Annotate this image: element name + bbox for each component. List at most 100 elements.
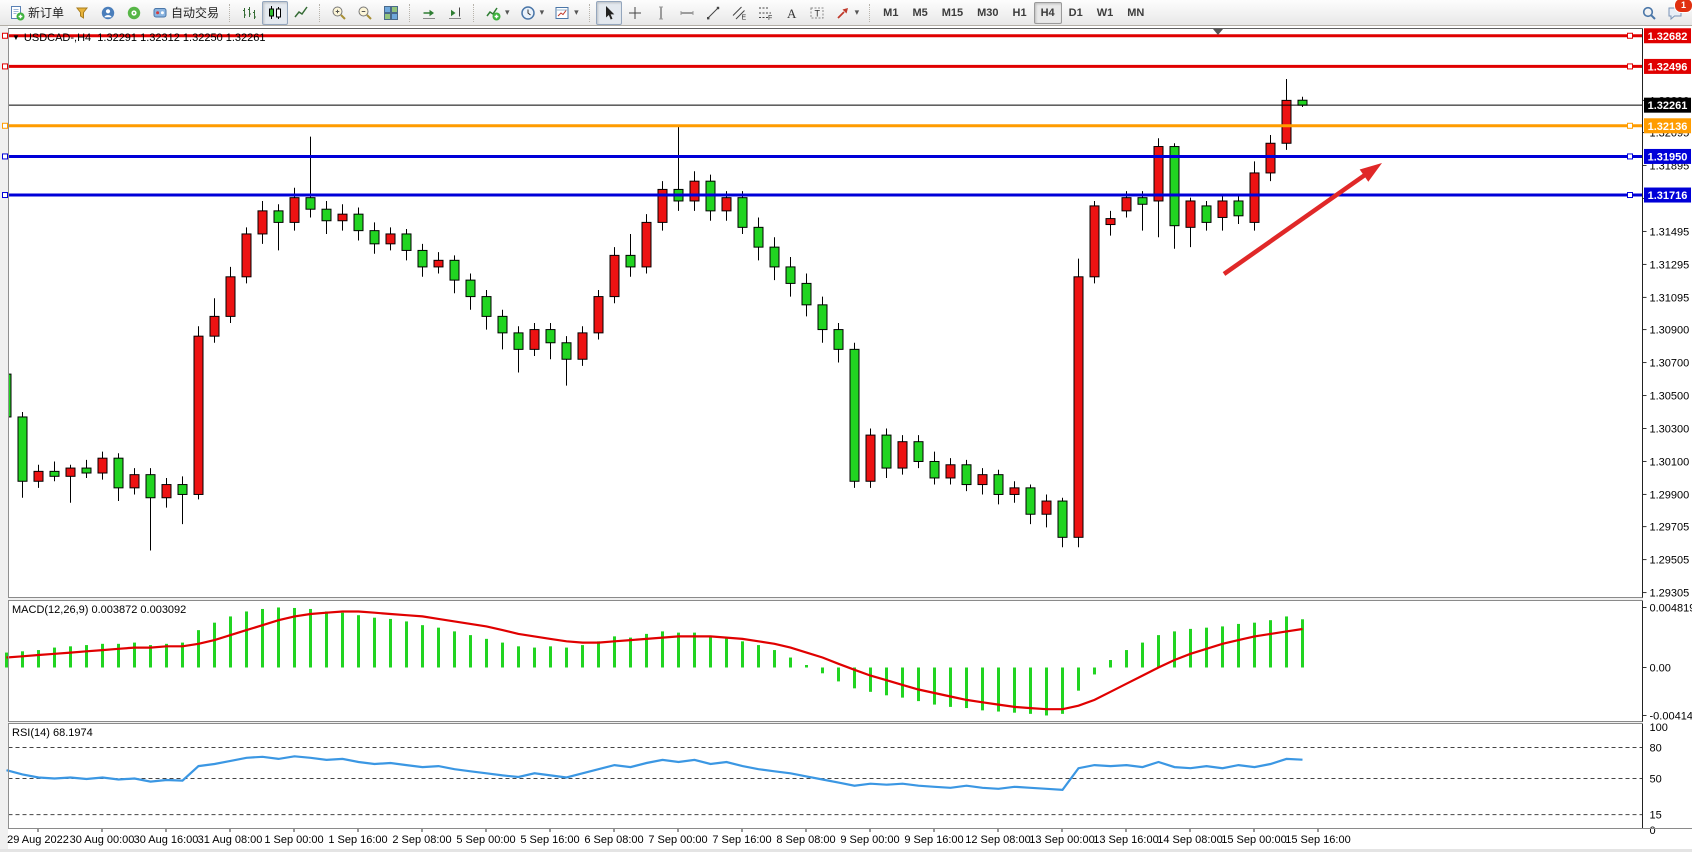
price-badge-label: 1.32136 [1648, 121, 1688, 133]
hline-button[interactable] [674, 1, 700, 25]
macd-bar [437, 627, 440, 668]
sounds-button[interactable] [121, 1, 147, 25]
timeframe-m30-button[interactable]: M30 [977, 6, 999, 19]
vline-button[interactable] [648, 1, 674, 25]
text-a-button[interactable]: A [778, 1, 804, 25]
macd-bar [53, 647, 56, 668]
macd-bar [741, 641, 744, 668]
candle-body [17, 416, 28, 482]
new-order-button[interactable]: 新订单 [4, 1, 69, 25]
zoom-out-button[interactable] [352, 1, 378, 25]
timeframe-m15-button[interactable]: M15 [941, 6, 964, 19]
candle-body [321, 208, 332, 222]
candle-body [1249, 172, 1260, 223]
community-button[interactable] [95, 1, 121, 25]
candle-body [1121, 197, 1132, 212]
time-axis-label: 7 Sep 00:00 [648, 834, 707, 846]
chart-shift-button[interactable] [442, 1, 468, 25]
candle-body [929, 460, 940, 479]
zoom-in-icon [331, 5, 347, 21]
candle-body [369, 230, 380, 245]
candle-body [833, 329, 844, 350]
timeframe-h4-button[interactable]: H4 [1033, 1, 1062, 24]
timeframe-mn-button[interactable]: MN [1127, 6, 1145, 19]
time-axis-label: 8 Sep 08:00 [776, 834, 835, 846]
candle-body [465, 279, 476, 298]
crosshair-button[interactable] [622, 1, 648, 25]
candlestick-button[interactable] [262, 0, 289, 25]
macd-bar [581, 645, 584, 668]
rsi-panel: 100 80 50 15 0 [6, 722, 1668, 837]
label-t-button[interactable]: T [804, 1, 830, 25]
macd-bar [21, 651, 24, 668]
candle-body [545, 329, 556, 344]
candle-body [97, 457, 108, 474]
candle-body [641, 221, 652, 268]
cursor-button[interactable] [595, 0, 622, 25]
hline-anchor [2, 153, 8, 160]
candle-body [657, 188, 668, 223]
notification-badge: 1 [1674, 0, 1692, 13]
macd-bar [965, 667, 968, 709]
vline-icon [653, 5, 669, 21]
candle-body [8, 373, 12, 418]
fibo-button[interactable]: F [752, 1, 778, 25]
timeframe-d1-button[interactable]: D1 [1068, 6, 1083, 19]
price-tick-label: 1.30500 [1650, 391, 1690, 403]
price-badge [1644, 97, 1691, 113]
arrows-tool-button[interactable]: ▾ [830, 1, 865, 25]
price-tick-label: 1.30100 [1650, 456, 1690, 468]
macd-bar [869, 667, 872, 692]
indicators-button[interactable]: ▾ [480, 1, 515, 25]
candle-body [49, 470, 60, 477]
candle-body [785, 266, 796, 284]
channel-button[interactable]: E [726, 1, 752, 25]
market-watch-button[interactable] [69, 1, 95, 25]
trade-group: 新订单 [4, 1, 69, 25]
candle-body [257, 210, 268, 235]
chat-button[interactable]: 1 [1662, 0, 1692, 25]
drawing-tools-group: E F A T ▾ [595, 0, 865, 25]
autotrading-label: 自动交易 [171, 6, 220, 20]
time-axis-label: 30 Aug 16:00 [134, 834, 199, 846]
macd-bar [773, 650, 776, 668]
macd-bar [709, 636, 712, 668]
auto-scroll-button[interactable] [416, 1, 442, 25]
macd-bar [949, 667, 952, 707]
chart-type-group [236, 0, 314, 25]
price-badge-label: 1.32261 [1648, 100, 1688, 112]
candle-body [993, 474, 1004, 495]
macd-bar [37, 650, 40, 668]
timeframe-m5-button[interactable]: M5 [912, 6, 928, 19]
trendline-button[interactable] [700, 1, 726, 25]
tile-windows-button[interactable] [378, 1, 404, 25]
svg-text:E: E [741, 14, 746, 21]
search-button[interactable] [1636, 1, 1662, 25]
price-tick-label: 1.29505 [1650, 555, 1690, 567]
macd-bar [309, 608, 312, 668]
timeframe-h1-button[interactable]: H1 [1012, 6, 1027, 19]
candle-body [689, 180, 700, 202]
candle-body [417, 249, 428, 268]
bar-chart-button[interactable] [236, 1, 262, 25]
templates-button[interactable]: ▾ [549, 1, 584, 25]
macd-bar [325, 611, 328, 668]
macd-bar [485, 638, 488, 668]
macd-bar [149, 645, 152, 668]
line-chart-button[interactable] [288, 1, 314, 25]
price-tick-label: 1.31295 [1650, 259, 1690, 271]
candle-body [1233, 200, 1244, 217]
line-chart-icon [293, 5, 309, 21]
zoom-in-button[interactable] [326, 1, 352, 25]
timeframe-w1-button[interactable]: W1 [1096, 6, 1114, 19]
autotrading-button[interactable]: 自动交易 [147, 1, 224, 25]
time-axis-label: 2 Sep 08:00 [392, 834, 451, 846]
candle-body [849, 348, 860, 482]
macd-bar [597, 641, 600, 668]
macd-bar [1077, 667, 1080, 691]
periods-button[interactable]: ▾ [515, 1, 550, 25]
macd-bar [1029, 667, 1032, 714]
candle-body [449, 259, 460, 281]
timeframe-m1-button[interactable]: M1 [883, 6, 899, 19]
